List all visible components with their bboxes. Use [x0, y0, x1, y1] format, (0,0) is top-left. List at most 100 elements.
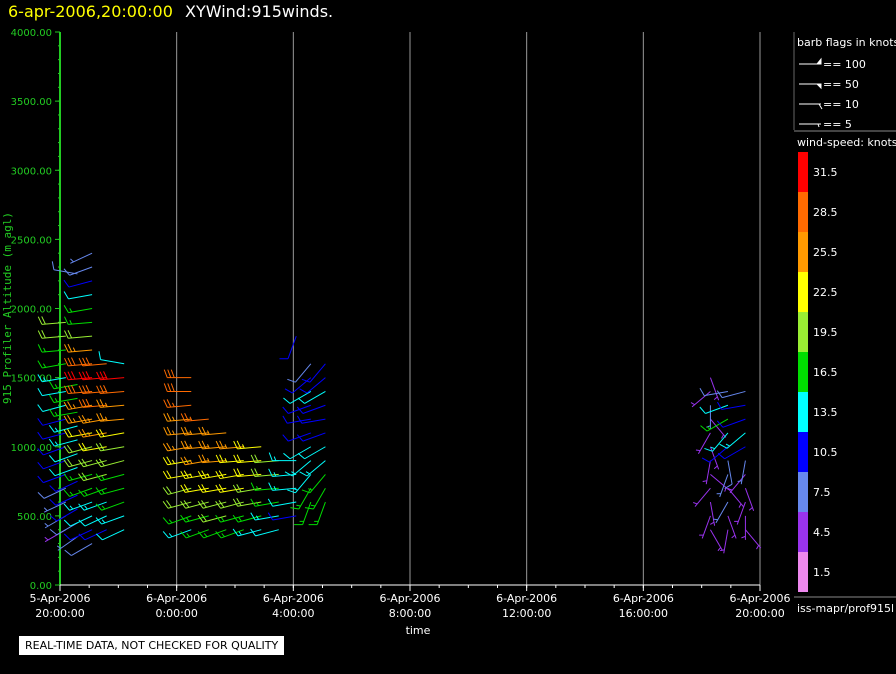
wind-barb — [690, 391, 711, 408]
wind-barb — [95, 515, 125, 525]
barb-feather — [95, 517, 102, 525]
barb-feather — [96, 371, 101, 380]
speed-swatch — [798, 192, 808, 232]
barb-staff — [719, 474, 729, 498]
barb-staff — [237, 529, 262, 537]
barb-feather — [233, 454, 238, 463]
wind-barb — [64, 316, 93, 325]
barb-half-feather — [737, 480, 742, 483]
barb-staff — [186, 529, 209, 539]
barb-staff — [100, 377, 125, 381]
barb-feather — [64, 549, 72, 556]
wind-barb — [296, 432, 326, 442]
barb-feather — [699, 388, 705, 396]
barb-half-feather — [296, 504, 301, 507]
wind-barb — [180, 500, 209, 509]
x-tick-label-time: 12:00:00 — [502, 607, 551, 620]
barb-feather — [67, 428, 73, 437]
barb-half-feather — [87, 431, 91, 437]
barb-feather — [66, 458, 73, 467]
barb-staff — [255, 515, 279, 521]
barb-feather — [215, 501, 221, 509]
wind-barb — [78, 472, 107, 482]
barb-half-feather — [710, 446, 715, 450]
wind-barb — [49, 467, 78, 477]
barb-feather — [67, 371, 73, 380]
barb-feather — [218, 470, 224, 479]
barb-feather — [183, 456, 189, 465]
wind-barb — [63, 458, 93, 468]
wind-barb — [283, 446, 312, 460]
wind-barb — [215, 529, 244, 539]
barb-staff — [100, 359, 125, 365]
barb-staff — [292, 377, 312, 394]
barb-half-feather — [104, 402, 108, 407]
barb-staff — [42, 377, 66, 383]
barb-staff — [42, 390, 66, 397]
barb-staff — [727, 515, 737, 539]
barb-half-feather — [713, 396, 718, 401]
barb-staff — [100, 404, 125, 408]
wind-barb — [215, 500, 244, 509]
barb-feather — [163, 413, 168, 422]
wind-barb — [78, 515, 107, 527]
barb-staff — [43, 460, 67, 470]
barb-half-feather — [69, 491, 74, 496]
wind-speed-legend: wind-speed: knots 31.5 28.5 25.5 22.5 19.5 16… — [794, 136, 896, 615]
barb-feather — [180, 484, 186, 493]
barb-feather — [267, 512, 274, 521]
barb-staff — [694, 487, 711, 507]
barb-feather — [219, 454, 224, 463]
wind-barb — [699, 404, 729, 414]
barb-feather — [201, 426, 207, 435]
wind-barb — [64, 385, 93, 395]
barb-feather — [700, 425, 708, 432]
wind-barb — [63, 279, 93, 288]
barb-half-feather — [238, 531, 242, 536]
barb-staff — [54, 453, 78, 463]
wind-barb — [49, 394, 78, 404]
barb-half-feather — [207, 430, 210, 435]
barb-staff — [715, 501, 729, 524]
barb-feather — [96, 385, 101, 394]
wind-barb — [162, 500, 192, 509]
barb-staff — [184, 418, 209, 422]
barb-feather — [98, 351, 102, 360]
barb-feather — [71, 357, 76, 366]
barb-half-feather — [741, 535, 746, 539]
barb-half-feather — [273, 472, 277, 477]
barb-staff — [709, 501, 716, 526]
barb-half-feather — [69, 320, 73, 325]
barb-staff — [304, 391, 326, 404]
barb-feather — [701, 457, 710, 463]
barb-staff — [723, 529, 729, 554]
barb-feather — [180, 514, 186, 523]
x-tick-label-date: 6-Apr-2006 — [729, 592, 790, 605]
barb-staff — [71, 543, 93, 556]
barb-feather — [103, 385, 108, 394]
barb-half-feather — [738, 503, 742, 508]
barb-staff — [295, 363, 312, 383]
y-tick-label: 2500.00 — [11, 235, 52, 246]
speed-swatch — [798, 272, 808, 312]
barb-feather — [49, 528, 58, 536]
barb-feather — [162, 443, 169, 452]
barb-feather — [67, 343, 73, 352]
barb-staff — [43, 487, 67, 499]
wind-barb — [56, 536, 78, 551]
barb-feather — [99, 371, 105, 380]
wind-barb — [290, 487, 312, 510]
barb-half-feather — [168, 519, 173, 524]
wind-barb — [64, 343, 93, 353]
barb-staff — [68, 377, 93, 381]
barb-feather — [201, 513, 207, 522]
x-tick-label-time: 8:00:00 — [389, 607, 431, 620]
wind-barb — [297, 391, 326, 404]
wind-barb — [96, 399, 125, 408]
barb-feather — [67, 385, 73, 394]
barb-staff — [83, 473, 107, 482]
wind-barb — [37, 388, 66, 397]
barb-half-feather — [273, 485, 277, 491]
barb-feather — [99, 399, 105, 408]
barb-legend-item — [799, 103, 823, 110]
